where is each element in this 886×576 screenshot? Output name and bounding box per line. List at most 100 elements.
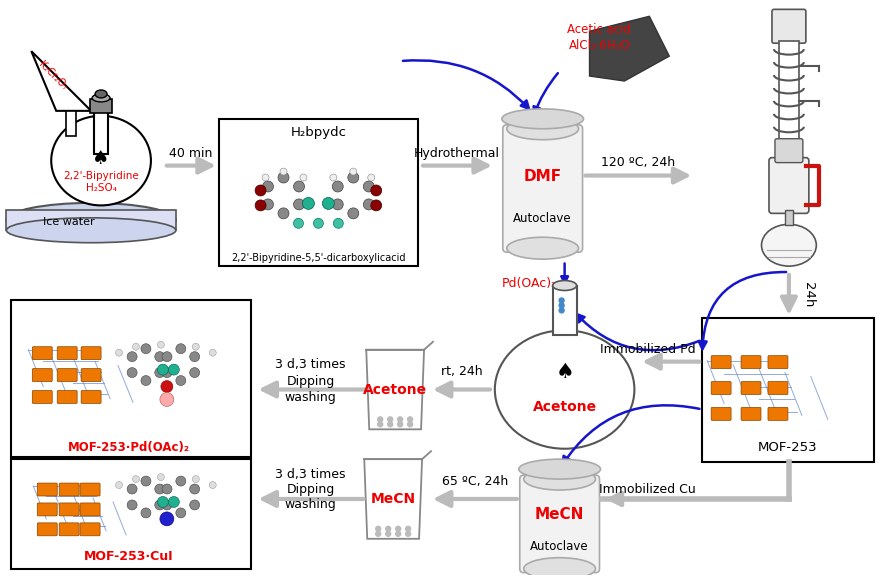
Text: Acetone: Acetone [363,382,427,396]
Ellipse shape [495,330,634,449]
Bar [90,99,112,113]
Text: 65 ºC, 24h: 65 ºC, 24h [442,475,508,487]
Circle shape [293,218,303,228]
FancyBboxPatch shape [32,347,52,359]
Circle shape [559,303,564,308]
Text: Hydrothermal: Hydrothermal [414,147,500,160]
Ellipse shape [519,459,601,479]
Circle shape [141,376,151,385]
FancyBboxPatch shape [503,125,583,252]
Circle shape [370,185,382,196]
Circle shape [155,367,165,377]
Text: AlCl₃·6H₂O: AlCl₃·6H₂O [569,39,630,52]
Circle shape [175,376,186,385]
FancyBboxPatch shape [32,369,52,381]
Circle shape [255,185,266,196]
Text: Acetic acid: Acetic acid [567,23,632,36]
FancyBboxPatch shape [58,369,77,381]
Text: H₂SO₄: H₂SO₄ [86,184,117,194]
Circle shape [158,364,168,375]
Bar [703,318,874,462]
FancyBboxPatch shape [741,381,761,395]
Text: 2,2'-Bipyridine-5,5'-dicarboxylicacid: 2,2'-Bipyridine-5,5'-dicarboxylicacid [231,253,406,263]
Circle shape [127,500,137,510]
Circle shape [370,200,382,211]
Text: Pd(OAc)₂: Pd(OAc)₂ [502,276,557,290]
Circle shape [385,531,391,536]
Circle shape [155,500,165,510]
Circle shape [323,198,334,210]
Circle shape [396,531,400,536]
Circle shape [348,172,359,183]
Circle shape [376,526,381,531]
Circle shape [192,343,199,350]
Circle shape [280,168,287,175]
Circle shape [348,208,359,219]
Text: MOF-253: MOF-253 [758,441,818,454]
Text: 3 d,3 times: 3 d,3 times [276,468,346,480]
Bar [219,119,418,266]
Circle shape [278,172,289,183]
Circle shape [255,200,266,211]
Ellipse shape [92,94,110,102]
Circle shape [158,497,168,507]
Text: MeCN: MeCN [535,507,585,522]
Circle shape [302,198,315,210]
Circle shape [127,352,137,362]
Text: K₂Cr₂O₇: K₂Cr₂O₇ [36,60,69,92]
Circle shape [190,484,199,494]
Circle shape [388,422,392,427]
Text: CuI: CuI [537,463,558,476]
Circle shape [159,392,174,407]
Circle shape [262,174,269,181]
Ellipse shape [507,237,579,259]
FancyBboxPatch shape [37,483,58,496]
Circle shape [133,343,139,350]
Text: MOF-253·Pd(OAc)₂: MOF-253·Pd(OAc)₂ [68,441,190,454]
Text: Acetone: Acetone [532,400,596,414]
FancyBboxPatch shape [37,503,58,516]
Circle shape [406,531,410,536]
Circle shape [175,344,186,354]
FancyBboxPatch shape [711,355,731,369]
FancyBboxPatch shape [80,483,100,496]
Circle shape [159,512,174,526]
FancyBboxPatch shape [82,391,101,403]
Circle shape [332,181,343,192]
Circle shape [162,484,172,494]
Circle shape [377,422,383,427]
Ellipse shape [761,224,816,266]
Polygon shape [364,459,422,539]
Circle shape [388,417,392,422]
FancyBboxPatch shape [32,391,52,403]
Circle shape [155,484,165,494]
Circle shape [115,482,122,488]
Ellipse shape [553,281,577,290]
Text: washing: washing [284,498,337,511]
Bar [6,210,175,230]
Polygon shape [31,51,91,111]
Circle shape [190,367,199,377]
Ellipse shape [524,468,595,490]
Circle shape [133,476,139,483]
FancyBboxPatch shape [520,475,600,573]
FancyBboxPatch shape [58,347,77,359]
Text: Autoclave: Autoclave [531,540,589,553]
Bar [779,41,799,141]
Ellipse shape [51,116,151,206]
Circle shape [155,352,165,362]
Text: 3 d,3 times: 3 d,3 times [276,358,346,371]
FancyBboxPatch shape [59,523,79,536]
Polygon shape [589,16,669,81]
Circle shape [192,476,199,483]
Circle shape [162,352,172,362]
Text: 40 min: 40 min [169,147,213,160]
Circle shape [127,367,137,377]
Text: MeCN: MeCN [370,492,416,506]
Text: ♠: ♠ [92,149,110,168]
FancyBboxPatch shape [80,503,100,516]
Circle shape [262,181,274,192]
Circle shape [175,508,186,518]
Bar [66,111,76,136]
Ellipse shape [507,118,579,140]
